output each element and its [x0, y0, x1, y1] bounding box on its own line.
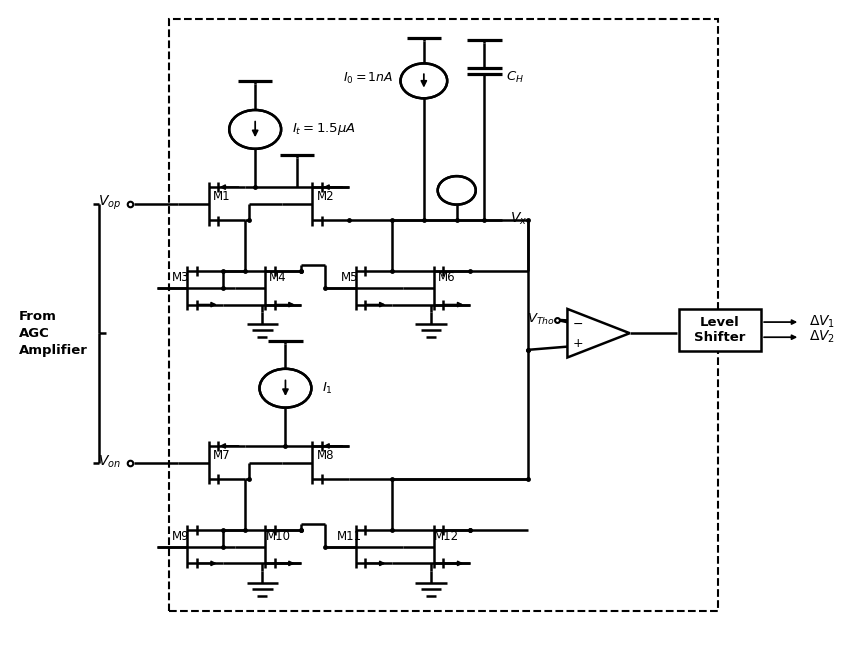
Text: M6: M6: [438, 272, 456, 285]
Bar: [679, 309, 761, 351]
Circle shape: [229, 110, 281, 149]
Text: $\Delta V_1$: $\Delta V_1$: [809, 314, 835, 330]
Circle shape: [260, 369, 311, 408]
Text: $I_1$: $I_1$: [322, 380, 333, 396]
Text: $+$: $+$: [572, 337, 584, 350]
Text: M12: M12: [434, 531, 459, 543]
Text: $V_{Tho}$: $V_{Tho}$: [527, 312, 554, 327]
Text: From
AGC
Amplifier: From AGC Amplifier: [19, 310, 88, 356]
Text: $\Delta V_2$: $\Delta V_2$: [809, 329, 835, 345]
Text: $V_x$: $V_x$: [510, 211, 528, 227]
Text: M10: M10: [266, 531, 291, 543]
Text: M8: M8: [317, 449, 335, 462]
Text: $V_{op}$: $V_{op}$: [98, 194, 121, 212]
Text: M3: M3: [172, 272, 189, 285]
Text: $-$: $-$: [573, 317, 583, 330]
Text: $I_0 = 1nA$: $I_0 = 1nA$: [343, 71, 394, 87]
Text: M11: M11: [337, 531, 362, 543]
Circle shape: [438, 176, 476, 204]
Text: M5: M5: [341, 272, 358, 285]
Text: M7: M7: [213, 449, 231, 462]
Text: $I_t = 1.5\mu A$: $I_t = 1.5\mu A$: [292, 122, 356, 137]
Text: Level
Shifter: Level Shifter: [695, 316, 746, 344]
Text: M4: M4: [269, 272, 287, 285]
Text: M1: M1: [213, 190, 231, 203]
Circle shape: [400, 63, 447, 98]
Bar: [169, 19, 718, 611]
Text: $V_{on}$: $V_{on}$: [98, 454, 121, 470]
Text: M2: M2: [317, 190, 335, 203]
Text: $C_H$: $C_H$: [506, 70, 524, 85]
Text: M9: M9: [172, 531, 189, 543]
